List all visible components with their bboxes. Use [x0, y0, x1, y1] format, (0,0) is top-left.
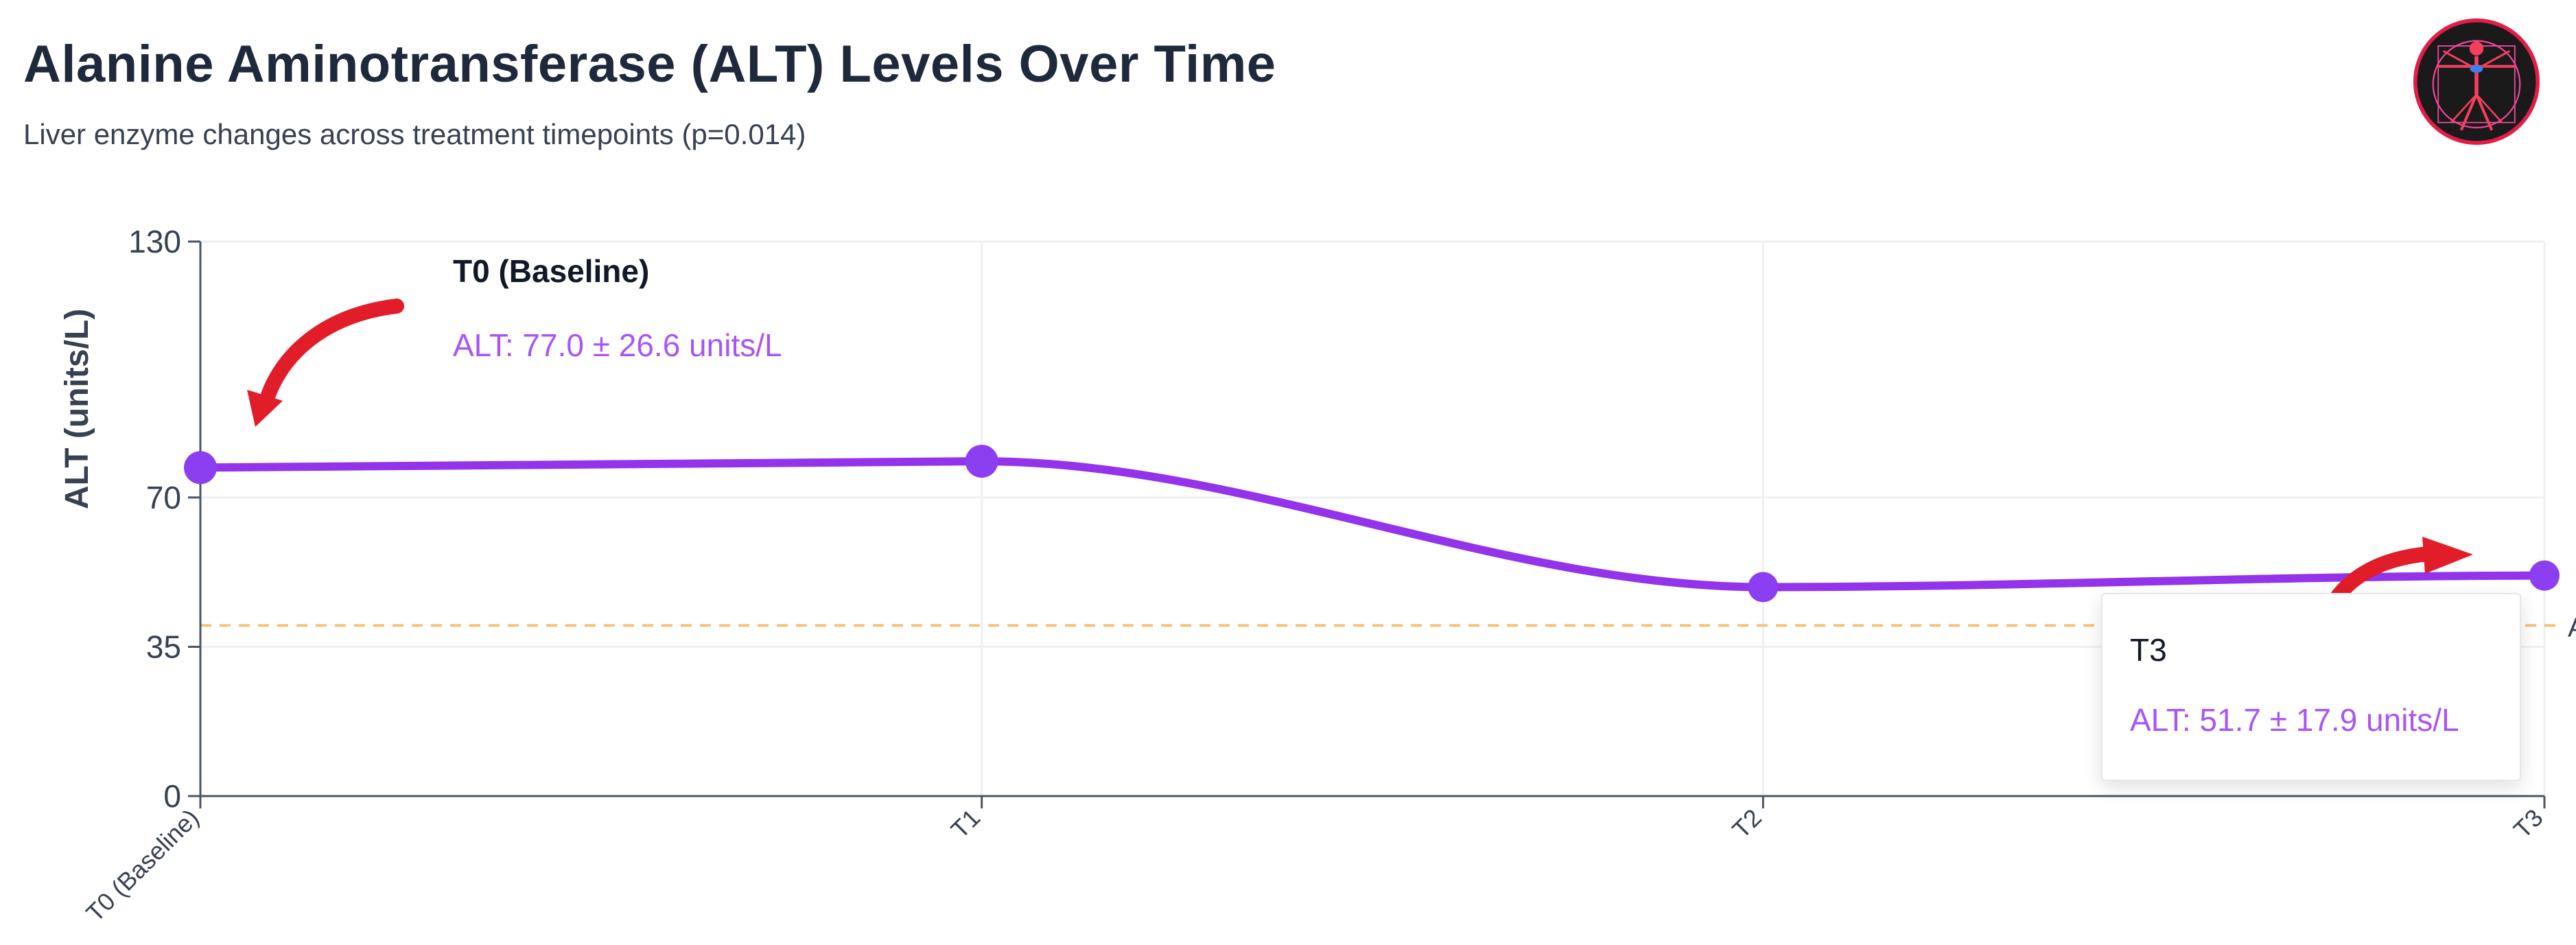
data-point-t2[interactable]	[1748, 572, 1779, 603]
data-point-t3[interactable]	[2529, 560, 2560, 591]
x-tick-label: T1	[946, 804, 986, 844]
annotation-arrowhead-t3	[2422, 537, 2473, 574]
tooltip-t3-value: ALT: 51.7 ± 17.9 units/L	[2130, 702, 2459, 738]
chart-axes: 0 35 70 130 T0 (Baseline) T1 T2 T3	[80, 224, 2548, 927]
y-tick-label: 0	[163, 778, 181, 814]
tooltip-t3-title: T3	[2130, 632, 2167, 668]
y-tick-label: 70	[146, 480, 181, 515]
y-tick-label: 35	[146, 629, 181, 664]
vitruvian-man-icon	[2413, 18, 2540, 145]
tooltip-t3: T3 ALT: 51.7 ± 17.9 units/L	[2101, 593, 2521, 781]
reference-line-label: A	[2568, 612, 2576, 642]
page-subtitle: Liver enzyme changes across treatment ti…	[23, 118, 806, 150]
page-title: Alanine Aminotransferase (ALT) Levels Ov…	[23, 35, 1276, 93]
x-tick-label: T3	[2508, 804, 2549, 844]
data-point-t1[interactable]	[965, 445, 998, 478]
data-point-t0-baseline-[interactable]	[184, 451, 217, 485]
annotation-arrowhead-t0	[247, 390, 283, 427]
x-tick-label: T0 (Baseline)	[80, 804, 204, 927]
tooltip-t0-value: ALT: 77.0 ± 26.6 units/L	[453, 327, 782, 363]
series-line	[196, 457, 2549, 592]
tooltip-t0-title: T0 (Baseline)	[453, 253, 650, 289]
y-tick-label: 130	[128, 224, 181, 259]
x-tick-label: T2	[1726, 804, 1767, 844]
series-group	[184, 445, 2560, 603]
annotation-arrow-t0	[257, 299, 404, 412]
y-axis-label: ALT (units/L)	[59, 309, 95, 509]
